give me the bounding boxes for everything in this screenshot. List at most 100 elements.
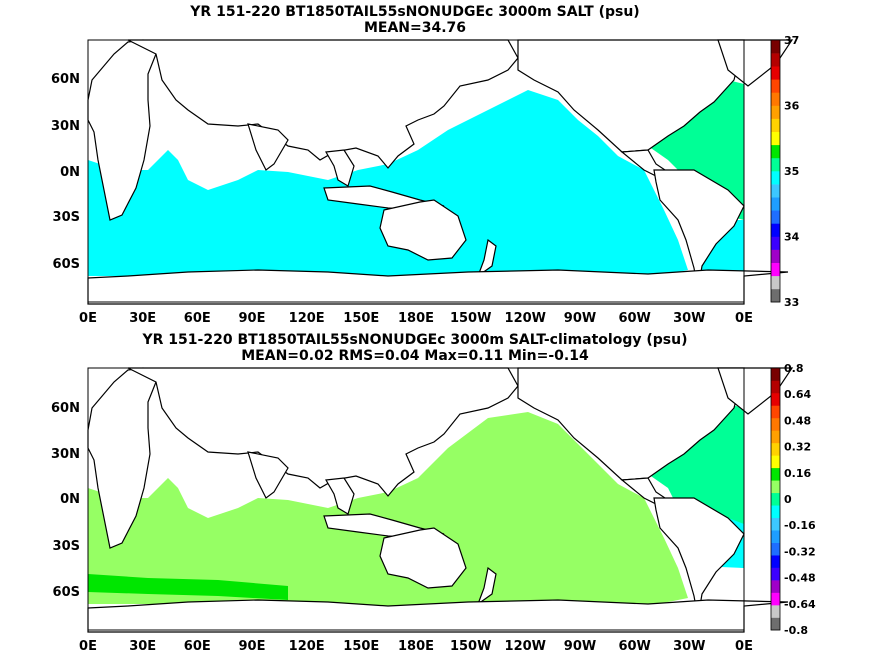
top-y-tick-label: 30S: [53, 210, 80, 225]
top-x-tick-label: 120E: [289, 311, 325, 326]
colorbar-swatch: [771, 467, 780, 481]
bottom-y-tick-label: 60N: [51, 401, 80, 416]
colorbar-swatch: [771, 66, 780, 80]
colorbar-swatch: [771, 157, 780, 172]
colorbar-swatch: [771, 417, 780, 431]
colorbar-swatch: [771, 105, 780, 119]
colorbar-swatch: [771, 131, 780, 146]
bottom-x-tick-label: 60E: [184, 639, 211, 654]
colorbar-swatch: [771, 144, 780, 159]
bottom-map-frame: [87, 367, 745, 631]
colorbar-swatch: [771, 262, 780, 277]
top-y-axis: 60N 30N 0N 30S 60S: [51, 72, 80, 272]
top-colorbar: 37 36 35 34 33: [770, 34, 800, 309]
colorbar-swatch: [771, 392, 780, 406]
colorbar-swatch: [771, 592, 780, 606]
colorbar-swatch: [771, 53, 780, 67]
colorbar-swatch: [771, 197, 780, 211]
bottom-y-tick-label: 30S: [53, 539, 80, 554]
top-x-tick-label: 0E: [79, 311, 97, 326]
bottom-colorbar: 0.8 0.64 0.48 0.32 0.16 0 -0.16 -0.32 -0.48 -0.64…: [770, 362, 816, 637]
top-x-tick-label: 0E: [735, 311, 753, 326]
colorbar-tick-label: 37: [784, 34, 799, 47]
bottom-subtitle: MEAN=0.02 RMS=0.04 Max=0.11 Min=-0.14: [241, 348, 589, 364]
top-map-ocean-fill: [88, 90, 688, 280]
colorbar-swatch: [771, 492, 780, 506]
colorbar-swatch: [771, 171, 780, 185]
bottom-x-tick-label: 90E: [239, 639, 266, 654]
colorbar-swatch: [771, 288, 780, 303]
colorbar-swatch: [771, 517, 780, 531]
colorbar-swatch: [771, 605, 780, 618]
colorbar-tick-label: 35: [784, 165, 799, 178]
colorbar-swatch: [771, 480, 780, 494]
colorbar-tick-label: 36: [784, 100, 800, 113]
colorbar-swatch: [771, 92, 780, 106]
top-x-tick-label: 30W: [673, 311, 705, 326]
colorbar-swatch: [771, 430, 780, 444]
bottom-x-tick-label: 180E: [398, 639, 434, 654]
colorbar-swatch: [771, 210, 780, 224]
colorbar-tick-label: 34: [784, 231, 800, 244]
top-x-tick-label: 30E: [129, 311, 156, 326]
top-title: YR 151-220 BT1850TAIL55sNONUDGEc 3000m S…: [190, 4, 640, 20]
colorbar-swatch: [771, 249, 780, 263]
colorbar-tick-label: 0.48: [784, 414, 811, 427]
colorbar-swatch: [771, 530, 780, 543]
colorbar-tick-label: 0.8: [784, 362, 804, 375]
colorbar-tick-label: -0.16: [784, 519, 816, 532]
colorbar-swatch: [771, 505, 780, 519]
bottom-x-tick-label: 150W: [450, 639, 491, 654]
bottom-title: YR 151-220 BT1850TAIL55sNONUDGEc 3000m S…: [142, 332, 688, 348]
bottom-y-axis: 60N 30N 0N 30S 60S: [51, 401, 80, 600]
top-map-panel: [87, 39, 793, 305]
bottom-x-tick-label: 150E: [343, 639, 379, 654]
colorbar-tick-label: 0.32: [784, 441, 811, 454]
top-x-tick-label: 120W: [505, 311, 546, 326]
colorbar-tick-label: 0.64: [784, 388, 811, 401]
bottom-x-tick-label: 30E: [129, 639, 156, 654]
bottom-x-tick-label: 120E: [289, 639, 325, 654]
top-x-tick-label: 60W: [618, 311, 650, 326]
colorbar-swatch: [771, 184, 780, 198]
bottom-x-axis: 0E 30E 60E 90E 120E 150E 180E 150W 120W …: [79, 639, 753, 654]
bottom-x-tick-label: 0E: [735, 639, 753, 654]
top-y-tick-label: 60S: [53, 257, 80, 272]
colorbar-tick-label: -0.32: [784, 545, 816, 558]
colorbar-swatch: [771, 380, 780, 394]
colorbar-tick-label: -0.64: [784, 598, 816, 611]
colorbar-swatch: [771, 617, 780, 631]
bottom-x-tick-label: 60W: [618, 639, 650, 654]
top-x-tick-label: 180E: [398, 311, 434, 326]
top-x-tick-label: 150E: [343, 311, 379, 326]
colorbar-swatch: [771, 79, 780, 93]
colorbar-swatch: [771, 275, 780, 290]
colorbar-tick-label: -0.8: [784, 624, 808, 637]
colorbar-tick-label: 0: [784, 493, 792, 506]
top-map-frame: [87, 39, 745, 303]
colorbar-tick-label: 33: [784, 296, 799, 309]
colorbar-swatch: [771, 40, 780, 54]
top-x-tick-label: 60E: [184, 311, 211, 326]
top-x-tick-label: 90W: [564, 311, 596, 326]
bottom-y-tick-label: 0N: [60, 492, 80, 507]
bottom-map-ocean-fill: [88, 412, 688, 608]
colorbar-swatch: [771, 580, 780, 593]
colorbar-swatch: [771, 118, 780, 132]
bottom-map-southern-band-fill: [88, 574, 288, 600]
top-y-tick-label: 0N: [60, 165, 80, 180]
top-subtitle: MEAN=34.76: [363, 20, 467, 36]
colorbar-swatch: [771, 223, 780, 237]
colorbar-swatch: [771, 455, 780, 469]
top-y-tick-label: 60N: [51, 72, 80, 87]
bottom-x-tick-label: 30W: [673, 639, 705, 654]
colorbar-tick-label: -0.48: [784, 572, 816, 585]
colorbar-swatch: [771, 442, 780, 456]
bottom-map-panel: [87, 367, 793, 633]
colorbar-frame: [770, 367, 781, 631]
bottom-y-tick-label: 60S: [53, 585, 80, 600]
bottom-x-tick-label: 90W: [564, 639, 596, 654]
bottom-x-tick-label: 0E: [79, 639, 97, 654]
colorbar-swatch: [771, 368, 780, 381]
